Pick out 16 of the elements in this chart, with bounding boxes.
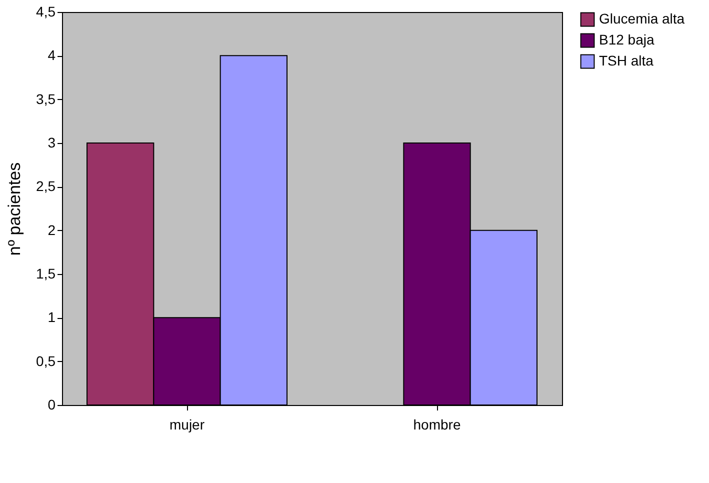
y-tick-label: 0: [48, 396, 56, 412]
y-tick-label: 3: [48, 134, 56, 150]
y-tick-label: 3,5: [36, 90, 56, 107]
y-tick-label: 4: [48, 47, 56, 64]
y-tick-label: 2: [48, 222, 56, 238]
x-tick-label: mujer: [169, 416, 205, 432]
y-axis-title: nº pacientes: [5, 162, 24, 256]
y-tick-label: 1: [48, 309, 56, 326]
x-tick-label: hombre: [413, 416, 461, 432]
y-tick-label: 1,5: [36, 266, 56, 282]
y-tick-label: 0,5: [36, 352, 56, 369]
legend-label: TSH alta: [599, 52, 654, 68]
legend-label: B12 baja: [599, 32, 654, 48]
y-tick-label: 4,5: [36, 4, 56, 20]
legend-label: Glucemia alta: [599, 10, 685, 26]
y-tick-label: 2,5: [36, 178, 56, 194]
